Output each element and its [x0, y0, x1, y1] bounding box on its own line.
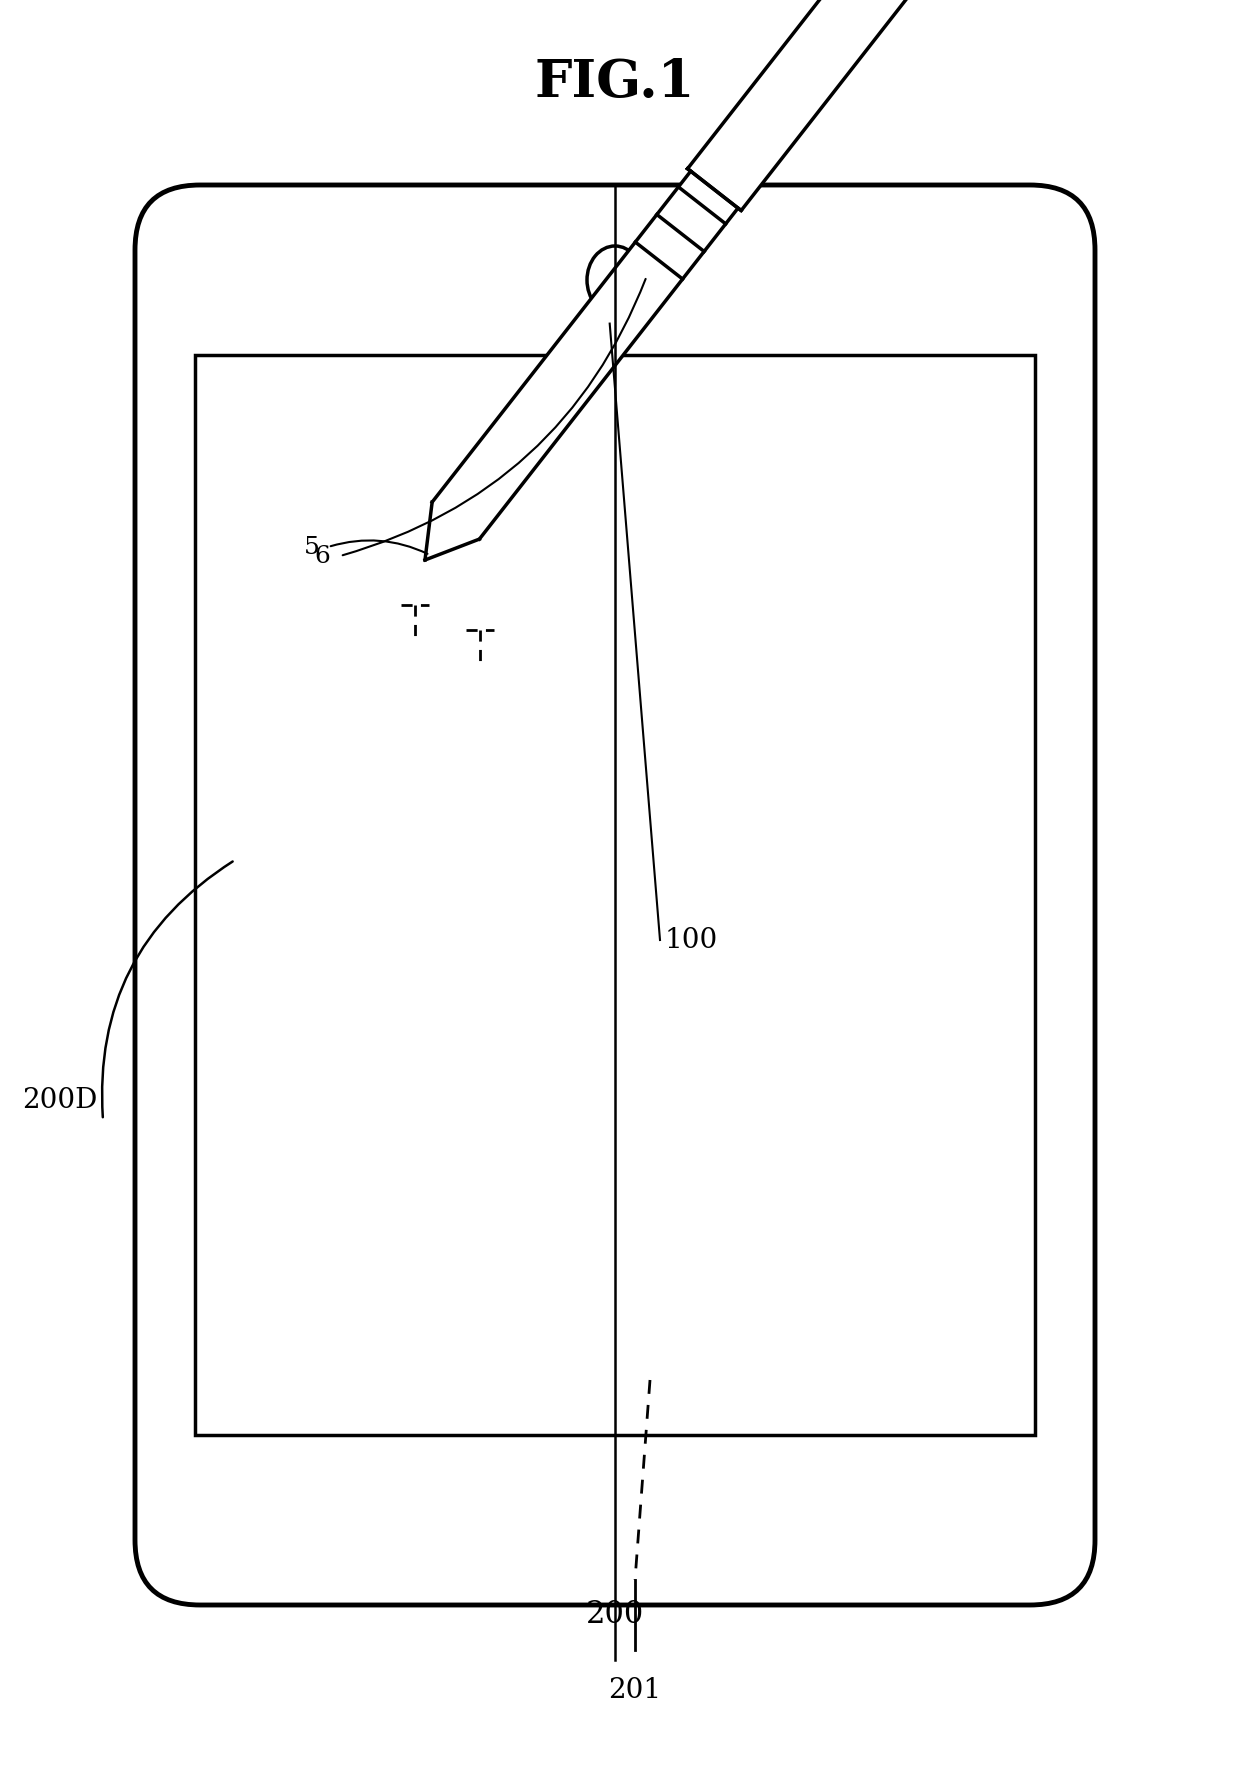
Polygon shape	[433, 172, 738, 538]
Text: 200D: 200D	[22, 1086, 98, 1114]
Text: 6: 6	[314, 544, 330, 567]
Text: 200: 200	[585, 1599, 644, 1629]
Polygon shape	[425, 503, 480, 560]
Text: 100: 100	[665, 926, 718, 953]
Polygon shape	[687, 0, 932, 211]
Bar	[195, 354, 1035, 1435]
Text: 5: 5	[304, 535, 320, 558]
FancyBboxPatch shape	[135, 184, 1095, 1605]
Text: FIG.1: FIG.1	[534, 57, 696, 108]
Text: 201: 201	[609, 1677, 662, 1704]
Ellipse shape	[587, 246, 644, 313]
